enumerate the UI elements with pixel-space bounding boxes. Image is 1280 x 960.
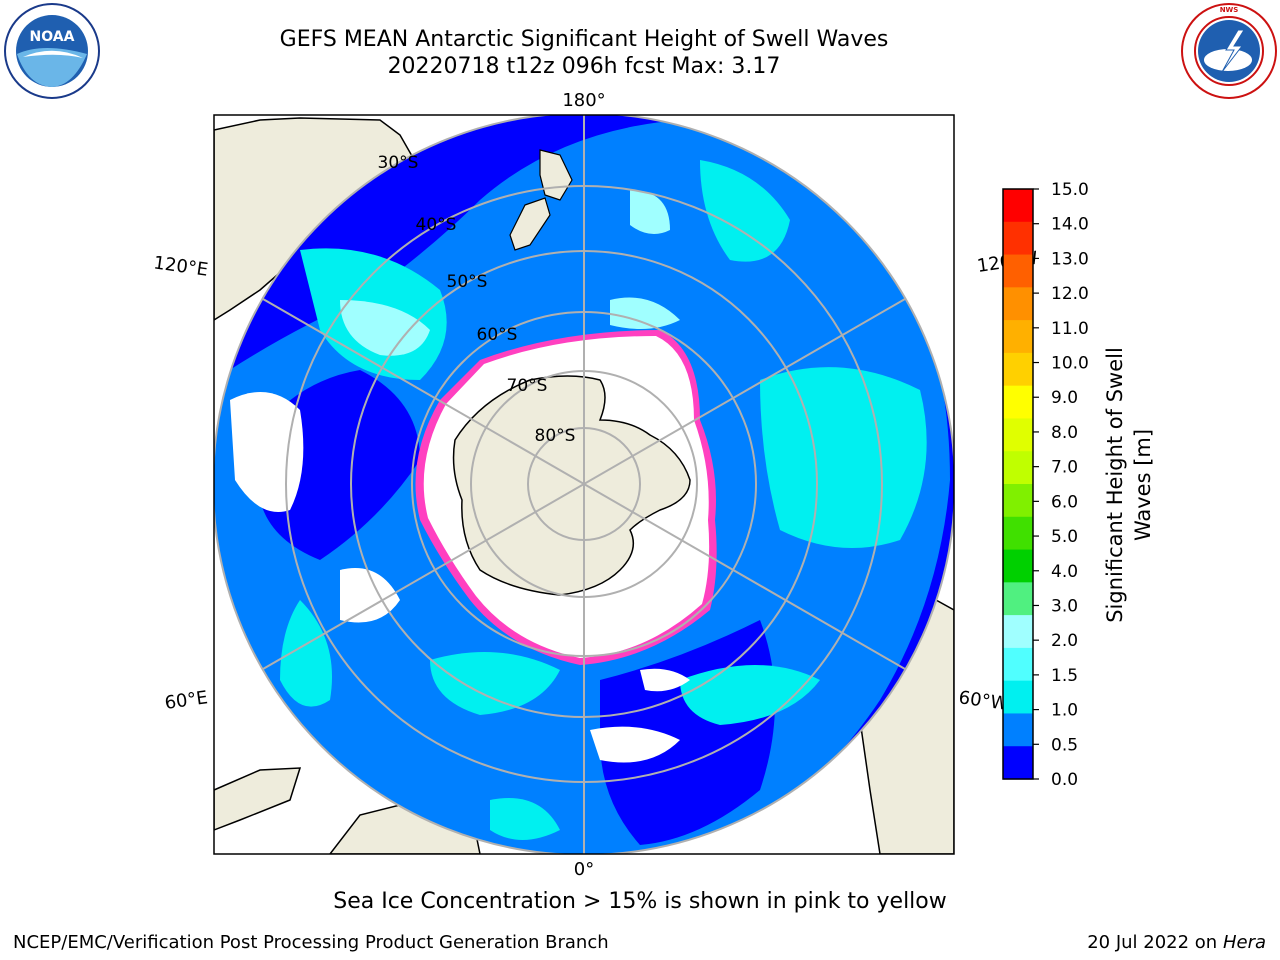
colorbar-segment <box>1003 615 1033 649</box>
lat-label-50s: 50°S <box>447 272 488 292</box>
svg-text:NWS: NWS <box>1220 6 1239 14</box>
colorbar-tick-label: 13.0 <box>1051 249 1089 269</box>
colorbar-segment <box>1003 451 1033 485</box>
colorbar-segment <box>1003 713 1033 747</box>
colorbar-tick-label: 11.0 <box>1051 319 1089 339</box>
lat-label-70s: 70°S <box>507 376 548 396</box>
mask-patch-3 <box>590 726 680 763</box>
swell-patch-cyan-3 <box>700 160 790 262</box>
map-subtitle: 20220718 t12z 096h fcst Max: 3.17 <box>387 54 781 79</box>
swell-patch-cyan-7 <box>490 798 560 840</box>
colorbar-segment <box>1003 385 1033 420</box>
colorbar-segment <box>1003 516 1033 551</box>
lat-label-80s: 80°S <box>535 426 576 446</box>
sea-ice-caption: Sea Ice Concentration > 15% is shown in … <box>333 889 947 914</box>
map-frame <box>213 114 955 855</box>
lon-label-120e: 120°E <box>152 252 209 280</box>
colorbar-segment <box>1003 418 1033 452</box>
mask-patch-2 <box>340 568 400 623</box>
colorbar-tick-label: 10.0 <box>1051 354 1089 374</box>
swell-patch-cyan-5 <box>430 652 560 715</box>
colorbar-tick-label: 5.0 <box>1051 527 1078 547</box>
swell-patch-cyan-2 <box>760 367 927 548</box>
colorbar-tick-label: 14.0 <box>1051 215 1089 235</box>
colorbar-tick-label: 15.0 <box>1051 180 1089 200</box>
lon-label-60w: 60°W <box>957 687 1009 715</box>
colorbar-label-line1: Significant Height of Swell <box>1103 347 1127 623</box>
colorbar-tick-label: 6.0 <box>1051 492 1078 512</box>
colorbar-segment <box>1003 189 1033 223</box>
footer-date-text: 20 Jul 2022 on <box>1087 932 1223 953</box>
colorbar-tick-label: 7.0 <box>1051 458 1078 478</box>
colorbar-tick-label: 4.0 <box>1051 562 1078 582</box>
colorbar-segment <box>1003 746 1033 780</box>
land-africa <box>214 767 302 831</box>
map-title: GEFS MEAN Antarctic Significant Height o… <box>279 27 889 52</box>
colorbar-tick-label: 0.0 <box>1051 770 1078 790</box>
lat-label-40s: 40°S <box>416 215 457 235</box>
lat-label-30s: 30°S <box>378 153 419 173</box>
swell-patch-aqua-3 <box>610 297 680 329</box>
swell-patch-cyan-6 <box>680 665 820 725</box>
footer-date: 20 Jul 2022 on Hera <box>1087 932 1266 953</box>
colorbar-tick-label: 8.0 <box>1051 423 1078 443</box>
colorbar-segment <box>1003 582 1033 616</box>
colorbar-segment <box>1003 680 1033 715</box>
lon-label-0: 0° <box>574 859 594 880</box>
colorbar-frame <box>1002 188 1034 780</box>
colorbar-tick-label: 12.0 <box>1051 284 1089 304</box>
colorbar-segment <box>1003 320 1033 354</box>
mask-patch-1 <box>230 392 304 512</box>
colorbar: 15.0 14.0 13.0 12.0 11.0 10.0 9.0 8.0 7.0 6.0 5.0 4… <box>1002 180 1089 790</box>
colorbar-segment <box>1003 254 1033 288</box>
colorbar-label-line2: Waves [m] <box>1131 429 1155 541</box>
mask-patch-4 <box>640 668 690 692</box>
swell-patch-cyan-4 <box>280 600 332 707</box>
nws-logo-icon: NWS <box>1181 3 1277 99</box>
colorbar-tick-label: 1.0 <box>1051 701 1078 721</box>
land-new-zealand-south <box>509 197 551 251</box>
land-antarctica <box>452 375 691 596</box>
colorbar-segment <box>1003 549 1033 583</box>
colorbar-segment <box>1003 484 1033 518</box>
colorbar-tick-label: 3.0 <box>1051 596 1078 616</box>
footer-credit: NCEP/EMC/Verification Post Processing Pr… <box>13 932 609 953</box>
footer-host: Hera <box>1222 932 1266 953</box>
colorbar-segment <box>1003 287 1033 321</box>
graticule <box>214 115 954 854</box>
noaa-logo-text: NOAA <box>30 29 75 45</box>
colorbar-tick-label: 1.5 <box>1051 666 1078 686</box>
colorbar-tick-label: 9.0 <box>1051 388 1078 408</box>
noaa-logo-icon: NOAA <box>4 3 100 99</box>
colorbar-tick-label: 2.0 <box>1051 631 1078 651</box>
colorbar-segment <box>1003 221 1033 256</box>
swell-patch-aqua-2 <box>630 190 670 234</box>
swell-patch-aqua-1 <box>340 300 430 356</box>
lon-label-60e: 60°E <box>163 687 209 714</box>
lat-label-60s: 60°S <box>477 325 518 345</box>
colorbar-segment <box>1003 647 1033 682</box>
colorbar-segment <box>1003 352 1033 387</box>
colorbar-tick-label: 0.5 <box>1051 735 1078 755</box>
lon-label-180: 180° <box>562 90 605 111</box>
